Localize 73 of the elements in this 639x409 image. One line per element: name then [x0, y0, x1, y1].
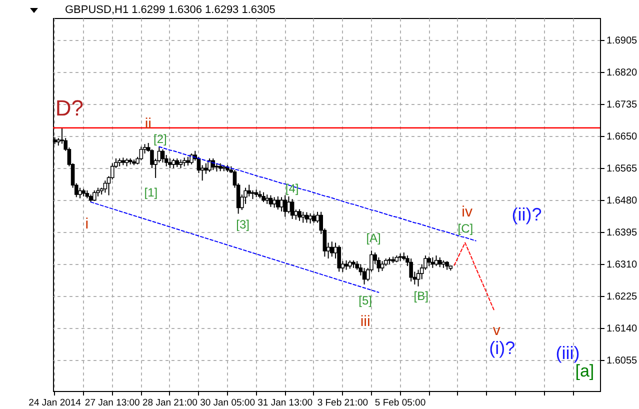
- candlestick: [272, 196, 276, 208]
- candlestick: [280, 196, 284, 212]
- candlestick: [262, 192, 266, 203]
- annotation: [1]: [144, 186, 158, 200]
- candlestick: [139, 146, 144, 161]
- candlestick: [304, 212, 309, 224]
- line-series: [454, 242, 494, 310]
- line-series: [90, 202, 380, 293]
- annotation: v: [492, 322, 501, 339]
- candlestick: [330, 241, 334, 258]
- candlestick: [204, 162, 208, 174]
- y-tick-label: 1.6735: [606, 100, 638, 111]
- candlestick: [276, 196, 280, 210]
- y-tick-label: 1.6395: [606, 228, 638, 239]
- candlestick: [312, 213, 316, 224]
- x-tick-label: 28 Jan 21:00: [142, 398, 198, 408]
- candlestick: [265, 194, 270, 204]
- candlestick: [283, 194, 288, 218]
- candlestick: [438, 256, 442, 268]
- x-tick-label: 3 Feb 21:00: [317, 398, 368, 408]
- y-tick-label: 1.6905: [606, 36, 638, 47]
- candlestick: [362, 267, 366, 285]
- chart-title: GBPUSD,H1 1.6299 1.6306 1.6293 1.6305: [65, 4, 276, 16]
- x-tick-label: 24 Jan 2014: [28, 398, 81, 408]
- candlestick: [286, 196, 291, 214]
- y-tick-label: 1.6820: [606, 68, 638, 79]
- annotation: iii: [360, 313, 370, 330]
- y-tick-label: 1.6225: [606, 292, 638, 303]
- candlestick: [78, 187, 82, 199]
- candlestick: [168, 158, 172, 169]
- y-tick-label: 1.6650: [606, 132, 638, 143]
- candlestick: [430, 256, 435, 268]
- candlestick: [376, 256, 381, 273]
- x-tick-label: 27 Jan 13:00: [84, 398, 140, 408]
- annotation: iv: [462, 204, 473, 221]
- annotation: [B]: [414, 288, 428, 303]
- annotation: [2]: [154, 132, 167, 146]
- candlestick: [92, 190, 96, 202]
- y-tick-label: 1.6140: [606, 324, 638, 335]
- candlestick: [434, 255, 438, 267]
- candlestick: [344, 260, 348, 270]
- candlestick: [247, 184, 252, 197]
- annotation: [C]: [458, 221, 474, 236]
- annotation: [5]: [358, 294, 372, 308]
- annotation: D?: [55, 95, 84, 120]
- candlestick: [103, 180, 108, 194]
- x-tick-label: 5 Feb 05:00: [374, 398, 426, 408]
- annotation: (i)?: [489, 338, 516, 358]
- annotation: i: [85, 216, 89, 233]
- y-tick-label: 1.6480: [606, 196, 638, 207]
- candlestick: [337, 244, 341, 272]
- y-tick-label: 1.6565: [606, 164, 638, 175]
- candlestick: [308, 212, 312, 224]
- candlestick: [190, 153, 194, 165]
- annotation: [a]: [575, 362, 594, 381]
- candlestick: [172, 158, 176, 169]
- candlestick: [409, 258, 413, 282]
- y-tick-label: 1.6310: [606, 260, 638, 271]
- candlestick: [268, 194, 273, 208]
- candlestick: [290, 198, 294, 220]
- candlestick: [301, 211, 306, 224]
- x-tick-label: 30 Jan 05:00: [200, 398, 256, 408]
- annotation: [3]: [236, 217, 250, 232]
- annotation: [A]: [366, 231, 381, 246]
- annotation: (iii): [556, 343, 580, 364]
- y-tick-label: 1.6055: [606, 356, 638, 367]
- annotation: [4]: [285, 181, 299, 196]
- x-tick-label: 31 Jan 13:00: [258, 398, 313, 408]
- candlestick: [298, 208, 302, 222]
- candlestick: [160, 148, 165, 164]
- candlestick: [380, 260, 384, 272]
- annotation: (ii)?: [512, 204, 542, 225]
- candlestick: [427, 256, 431, 267]
